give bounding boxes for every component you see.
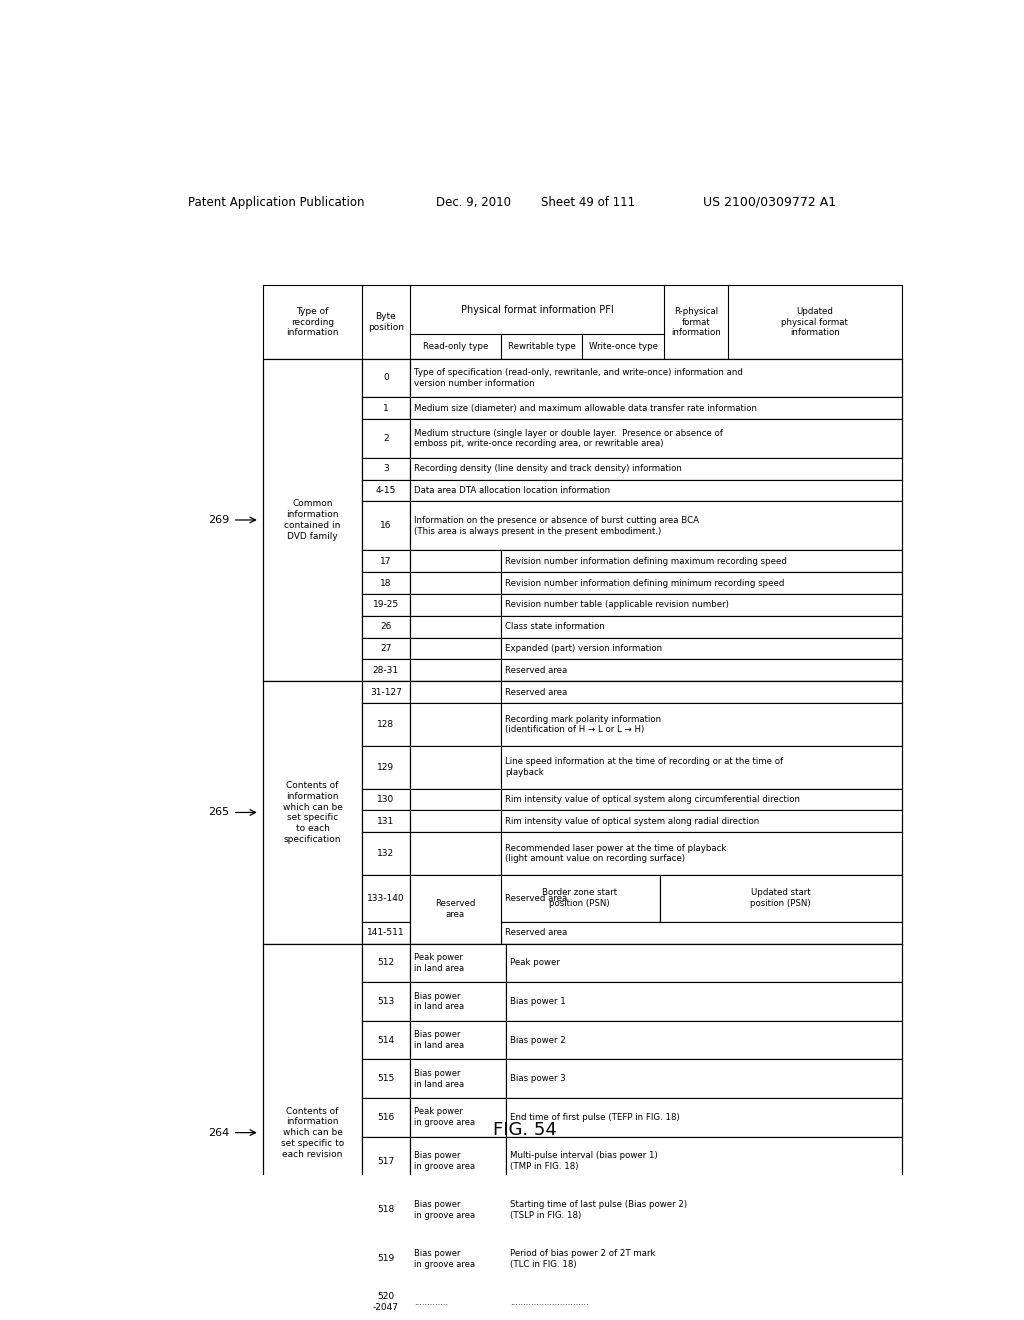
Bar [362, 572, 410, 594]
Bar [410, 746, 501, 788]
Text: 265: 265 [209, 808, 229, 817]
Text: 519: 519 [377, 1254, 394, 1263]
Bar [501, 572, 902, 594]
Text: 130: 130 [377, 795, 394, 804]
Bar [362, 420, 410, 458]
Bar [410, 944, 506, 982]
Text: Bias power
in groove area: Bias power in groove area [414, 1151, 475, 1171]
Text: Common
information
contained in
DVD family: Common information contained in DVD fami… [285, 499, 341, 541]
Text: US 2100/0309772 A1: US 2100/0309772 A1 [703, 195, 837, 209]
Bar [501, 638, 902, 660]
Text: 269: 269 [208, 515, 229, 525]
Bar [501, 810, 902, 833]
Text: 132: 132 [378, 849, 394, 858]
Bar [410, 397, 902, 420]
Bar [506, 944, 902, 982]
Text: Bias power
in land area: Bias power in land area [414, 991, 464, 1011]
Bar [506, 1020, 902, 1060]
Text: 264: 264 [208, 1127, 229, 1138]
Bar [263, 944, 362, 1320]
Text: Revision number table (applicable revision number): Revision number table (applicable revisi… [505, 601, 729, 610]
Text: 0: 0 [383, 374, 389, 383]
Bar [362, 615, 410, 638]
Text: 131: 131 [377, 817, 394, 826]
Text: 520
-2047: 520 -2047 [373, 1292, 399, 1312]
Bar [362, 638, 410, 660]
Text: 513: 513 [377, 997, 394, 1006]
Text: 27: 27 [380, 644, 391, 653]
Bar [410, 572, 501, 594]
Text: 4-15: 4-15 [376, 486, 396, 495]
Bar [362, 1060, 410, 1098]
Bar [362, 550, 410, 572]
Text: Starting time of last pulse (Bias power 2)
(TSLP in FIG. 18): Starting time of last pulse (Bias power … [510, 1200, 687, 1220]
Text: 2: 2 [383, 434, 389, 444]
Text: 28-31: 28-31 [373, 665, 399, 675]
Text: Class state information: Class state information [505, 622, 605, 631]
Text: Medium structure (single layer or double layer.  Presence or absence of
emboss p: Medium structure (single layer or double… [414, 429, 723, 449]
Text: Write-once type: Write-once type [589, 342, 657, 351]
Text: Bias power
in land area: Bias power in land area [414, 1069, 464, 1089]
Text: Type of
recording
information: Type of recording information [287, 306, 339, 338]
Text: Dec. 9, 2010: Dec. 9, 2010 [436, 195, 511, 209]
Bar [410, 1060, 506, 1098]
Bar [362, 1283, 410, 1320]
Text: Bias power
in groove area: Bias power in groove area [414, 1200, 475, 1220]
Bar [362, 681, 410, 704]
Text: Reserved area: Reserved area [505, 665, 567, 675]
Text: Recording mark polarity information
(identification of H → L or L → H): Recording mark polarity information (ide… [505, 714, 662, 734]
Bar [410, 594, 501, 615]
Text: 31-127: 31-127 [370, 688, 401, 697]
Bar [362, 875, 410, 921]
Bar [506, 1060, 902, 1098]
Text: Reserved area: Reserved area [505, 928, 567, 937]
Bar [410, 810, 501, 833]
Text: Period of bias power 2 of 2T mark
(TLC in FIG. 18): Period of bias power 2 of 2T mark (TLC i… [510, 1249, 655, 1269]
Text: Peak power: Peak power [510, 958, 559, 968]
Text: FIG. 54: FIG. 54 [493, 1121, 557, 1139]
Text: 128: 128 [378, 719, 394, 729]
Bar [501, 921, 902, 944]
Text: 18: 18 [380, 578, 391, 587]
Bar [362, 502, 410, 550]
Bar [410, 458, 902, 479]
Bar [362, 1234, 410, 1283]
Text: 141-511: 141-511 [368, 928, 404, 937]
Text: Border zone start
position (PSN): Border zone start position (PSN) [542, 888, 617, 908]
Text: Sheet 49 of 111: Sheet 49 of 111 [542, 195, 635, 209]
Text: Data area DTA allocation location information: Data area DTA allocation location inform… [414, 486, 610, 495]
Text: 129: 129 [378, 763, 394, 772]
Text: Recording density (line density and track density) information: Recording density (line density and trac… [414, 465, 682, 473]
Bar [501, 550, 902, 572]
Text: Reserved area: Reserved area [505, 688, 567, 697]
Bar [410, 788, 501, 810]
Text: 16: 16 [380, 521, 391, 531]
Bar [410, 1098, 506, 1137]
Bar [362, 1137, 410, 1185]
Text: 518: 518 [377, 1205, 394, 1214]
Bar [501, 704, 902, 746]
Bar [501, 594, 902, 615]
Text: Peak power
in groove area: Peak power in groove area [414, 1107, 475, 1127]
Bar [362, 397, 410, 420]
Text: Rim intensity value of optical system along circumferential direction: Rim intensity value of optical system al… [505, 795, 800, 804]
Bar [362, 359, 410, 397]
Bar [362, 704, 410, 746]
Text: Bias power 3: Bias power 3 [510, 1074, 565, 1084]
Bar [410, 550, 501, 572]
Bar [506, 1098, 902, 1137]
Text: Rewritable type: Rewritable type [508, 342, 575, 351]
Bar [263, 681, 362, 944]
Bar [362, 1020, 410, 1060]
Bar [500, 875, 501, 921]
Text: ..............................: .............................. [510, 1298, 589, 1307]
Bar [362, 746, 410, 788]
Bar [362, 982, 410, 1020]
Text: Contents of
information
which can be
set specific
to each
specification: Contents of information which can be set… [283, 781, 342, 843]
Bar [506, 982, 902, 1020]
Text: Revision number information defining minimum recording speed: Revision number information defining min… [505, 578, 784, 587]
Bar [410, 704, 501, 746]
Bar [410, 1185, 506, 1234]
Bar [501, 660, 902, 681]
Text: 3: 3 [383, 465, 389, 473]
